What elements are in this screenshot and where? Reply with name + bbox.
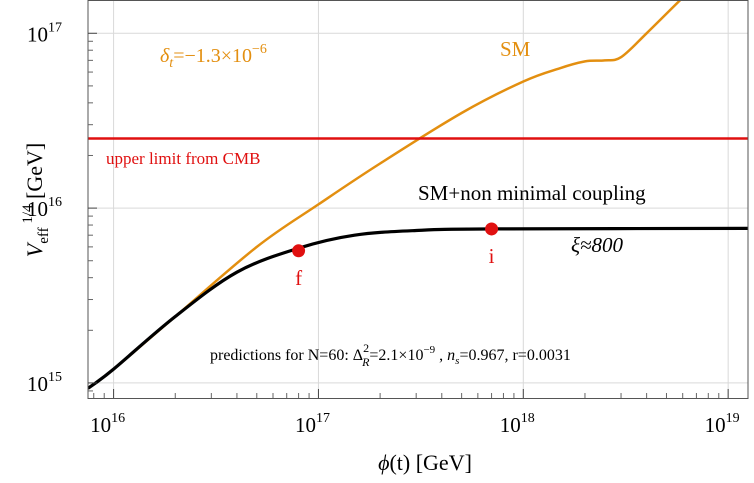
plot-frame <box>87 0 749 399</box>
delta-t-annotation: δt=−1.3×10−6 <box>160 42 267 71</box>
point-i <box>485 222 499 236</box>
x-tick-label: 1016 <box>90 411 125 437</box>
sm-label: SM <box>500 37 531 61</box>
predictions-label: predictions for N=60: Δ2 R=2.1×10−9 , ns=… <box>210 341 571 369</box>
curves <box>88 0 748 390</box>
x-tick-label: 1017 <box>295 411 330 437</box>
y-tick-label: 1017 <box>27 20 62 46</box>
point-label-i: i <box>489 244 495 268</box>
svg-text:Veff 1/4 [GeV]: Veff 1/4 [GeV] <box>20 143 52 257</box>
nonminimal-label: SM+non minimal coupling <box>418 181 646 205</box>
x-axis-title: ϕ(t) [GeV] <box>378 450 472 475</box>
x-tick-label: 1019 <box>705 411 740 437</box>
nonminimal-curve <box>88 226 748 390</box>
y-axis-title: Veff 1/4 [GeV] <box>20 143 52 257</box>
xi-label: ξ≈800 <box>571 233 624 257</box>
point-label-f: f <box>295 266 302 290</box>
x-tick-label: 1018 <box>500 411 535 437</box>
point-f <box>292 244 306 258</box>
grid-lines <box>88 0 748 398</box>
y-tick-label: 1015 <box>27 370 62 396</box>
upper-limit-label: upper limit from CMB <box>106 149 260 168</box>
data-points: fi <box>292 222 499 290</box>
